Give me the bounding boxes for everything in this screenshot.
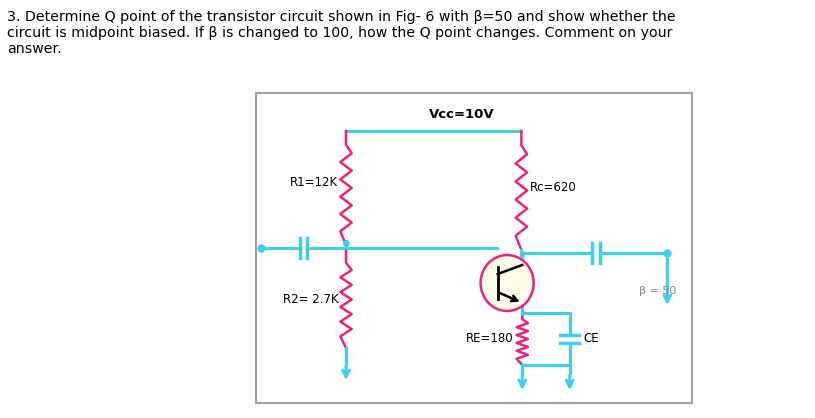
Text: 3. Determine Q point of the transistor circuit shown in Fig- 6 with β=50 and sho: 3. Determine Q point of the transistor c… [7,10,676,56]
Text: Rc=620: Rc=620 [530,181,577,194]
Text: β = 50: β = 50 [639,286,676,296]
Circle shape [481,255,534,311]
Text: RE=180: RE=180 [466,332,513,346]
Text: R2= 2.7K: R2= 2.7K [283,293,338,306]
Text: Vcc=10V: Vcc=10V [430,108,495,121]
Text: R1=12K: R1=12K [290,176,338,189]
Bar [256,93,692,403]
Text: CE: CE [583,332,598,346]
